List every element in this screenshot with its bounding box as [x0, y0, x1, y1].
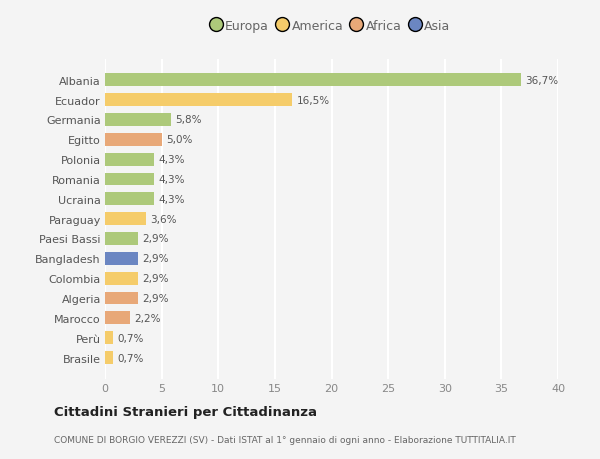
Text: 36,7%: 36,7% [525, 76, 558, 85]
Bar [105, 213, 146, 226]
Text: 2,9%: 2,9% [142, 234, 169, 244]
Bar [105, 74, 521, 87]
Text: 2,9%: 2,9% [142, 254, 169, 264]
Bar [105, 153, 154, 166]
Text: 4,3%: 4,3% [158, 195, 185, 204]
Bar [105, 173, 154, 186]
Legend: Europa, America, Africa, Asia: Europa, America, Africa, Asia [209, 17, 454, 37]
Text: 2,9%: 2,9% [142, 274, 169, 284]
Bar [105, 233, 138, 246]
Text: 4,3%: 4,3% [158, 174, 185, 185]
Text: 4,3%: 4,3% [158, 155, 185, 165]
Bar [105, 312, 130, 325]
Bar [105, 193, 154, 206]
Bar [105, 252, 138, 265]
Text: 2,2%: 2,2% [134, 313, 161, 323]
Text: Cittadini Stranieri per Cittadinanza: Cittadini Stranieri per Cittadinanza [54, 405, 317, 419]
Text: 5,0%: 5,0% [166, 135, 193, 145]
Bar [105, 114, 170, 127]
Text: 2,9%: 2,9% [142, 293, 169, 303]
Bar [105, 134, 161, 146]
Text: 0,7%: 0,7% [118, 333, 144, 343]
Text: 0,7%: 0,7% [118, 353, 144, 363]
Text: 3,6%: 3,6% [151, 214, 177, 224]
Text: 5,8%: 5,8% [175, 115, 202, 125]
Bar [105, 292, 138, 305]
Text: 16,5%: 16,5% [296, 95, 329, 106]
Bar [105, 331, 113, 344]
Bar [105, 351, 113, 364]
Bar [105, 272, 138, 285]
Bar [105, 94, 292, 107]
Text: COMUNE DI BORGIO VEREZZI (SV) - Dati ISTAT al 1° gennaio di ogni anno - Elaboraz: COMUNE DI BORGIO VEREZZI (SV) - Dati IST… [54, 435, 516, 443]
